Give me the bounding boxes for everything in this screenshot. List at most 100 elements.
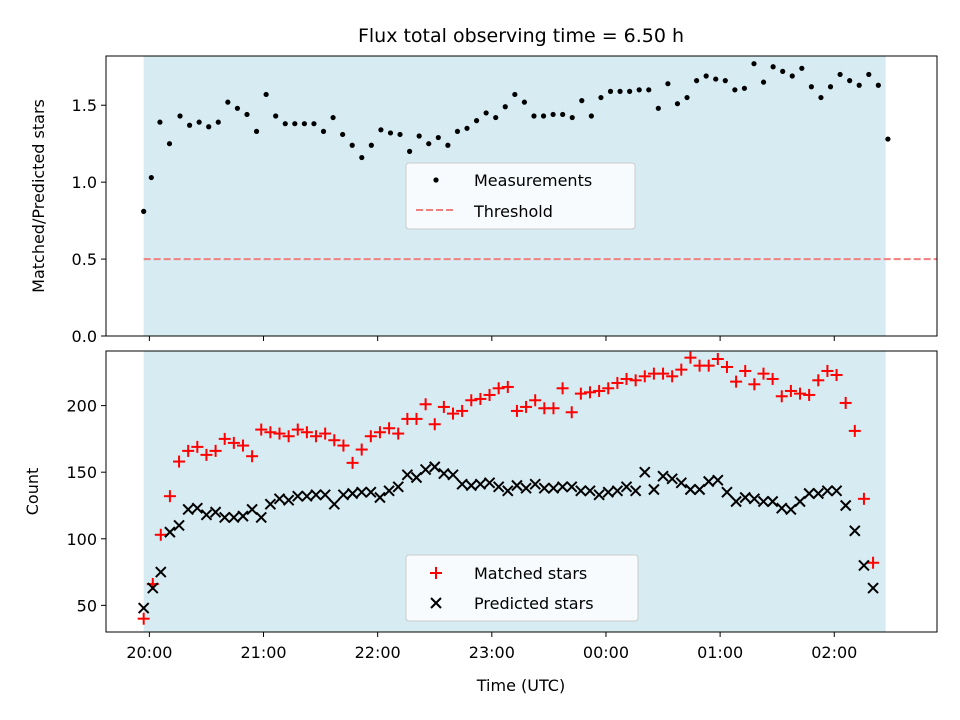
predicted-star-point: [282, 494, 295, 506]
predicted-star-point: [219, 511, 231, 524]
predicted-star-point: [200, 509, 213, 521]
predicted-star-stroke-b: [383, 485, 395, 497]
bottom-x-axis: 20:00 21:00 22:00 23:00 00:00 01:00 02:00: [126, 632, 857, 662]
top-y-axis: 0.0 0.5 1.0 1.5: [72, 96, 106, 346]
predicted-star-point: [721, 486, 733, 498]
predicted-star-stroke-b: [556, 481, 569, 493]
matched-star-point: [848, 424, 861, 437]
predicted-star-point: [520, 482, 532, 494]
predicted-star-point: [538, 482, 551, 494]
predicted-star-point: [839, 499, 852, 512]
predicted-star-point: [292, 490, 304, 502]
predicted-star-point: [346, 487, 359, 500]
measurement-point: [157, 119, 163, 125]
predicted-star-point: [629, 485, 642, 497]
measurement-point: [416, 133, 422, 139]
y-tick-label: 1.5: [72, 96, 97, 115]
measurement-point: [856, 82, 862, 88]
predicted-star-stroke-b: [209, 506, 222, 518]
predicted-star-stroke-b: [611, 485, 624, 497]
predicted-star-point: [383, 485, 395, 497]
predicted-star-stroke-b: [365, 486, 377, 498]
matched-star-point: [784, 384, 797, 397]
measurement-point: [588, 113, 594, 119]
predicted-star-stroke-b: [785, 503, 797, 516]
predicted-star-stroke-b: [246, 503, 258, 516]
predicted-star-point: [438, 467, 450, 480]
matched-star-point: [666, 370, 679, 383]
x-tick-label: 22:00: [355, 643, 401, 662]
predicted-star-stroke-b: [438, 467, 450, 480]
matched-star-point: [757, 367, 770, 380]
predicted-star-stroke-b: [547, 482, 560, 494]
predicted-star-stroke-b: [684, 483, 697, 496]
measurement-point: [713, 76, 719, 82]
predicted-star-stroke-b: [392, 481, 404, 493]
predicted-star-point: [794, 495, 806, 508]
predicted-star-point: [137, 602, 150, 614]
predicted-star-point: [529, 478, 541, 490]
matched-star-point: [830, 368, 843, 381]
matched-star-point: [611, 376, 624, 389]
measurement-point: [244, 111, 250, 118]
predicted-star-stroke-b: [620, 481, 633, 493]
measurement-point: [320, 128, 327, 134]
matched-star-point: [794, 387, 807, 400]
predicted-star-stroke-b: [575, 485, 587, 497]
measurement-point: [521, 99, 528, 105]
predicted-star-stroke-b: [191, 502, 204, 514]
matched-star-point: [730, 375, 743, 388]
predicted-star-point: [456, 478, 468, 490]
predicted-star-point: [337, 489, 350, 501]
predicted-star-point: [209, 506, 222, 518]
predicted-star-point: [675, 477, 688, 489]
predicted-star-point: [812, 487, 824, 500]
matched-star-point: [857, 492, 870, 505]
x-tick-label: 00:00: [583, 643, 629, 662]
measurement-point: [340, 131, 346, 138]
x-tick-label: 20:00: [126, 643, 172, 662]
predicted-stars-series: [137, 461, 879, 614]
matched-star-point: [209, 444, 222, 457]
predicted-star-point: [602, 486, 614, 498]
predicted-star-stroke-b: [803, 487, 815, 500]
y-tick-label: 150: [66, 463, 97, 482]
predicted-star-stroke-b: [511, 479, 523, 492]
predicted-star-point: [355, 486, 368, 498]
predicted-star-point: [858, 559, 870, 572]
measurement-point: [359, 154, 365, 161]
predicted-star-stroke-b: [693, 483, 706, 496]
predicted-star-point: [392, 481, 404, 493]
matched-star-point: [218, 432, 231, 445]
predicted-star-stroke-b: [730, 495, 742, 508]
matched-star-point: [839, 396, 852, 409]
measurement-point: [732, 87, 738, 93]
top-y-axis-label: Matched/Predicted stars: [29, 99, 48, 293]
measurement-point: [349, 142, 355, 148]
matched-stars-series: [137, 351, 880, 625]
measurement-point: [665, 81, 671, 87]
predicted-star-stroke-b: [812, 487, 824, 500]
predicted-star-stroke-b: [821, 485, 834, 497]
matched-star-point: [191, 440, 204, 453]
legend-marker-predicted-stars: [430, 597, 442, 609]
matched-star-point: [264, 426, 277, 439]
measurement-point: [445, 142, 451, 148]
top-x-axis: [148, 336, 835, 341]
measurement-point: [407, 148, 413, 154]
measurement-point: [550, 111, 556, 118]
measurement-point: [435, 134, 441, 141]
y-tick-label: 0.5: [72, 250, 97, 269]
matched-star-point: [173, 455, 186, 468]
y-tick-label: 1.0: [72, 173, 97, 192]
predicted-star-point: [757, 495, 770, 508]
predicted-star-stroke-b: [739, 491, 751, 504]
measurement-point: [808, 84, 814, 90]
matched-star-point: [583, 386, 596, 399]
predicted-star-stroke-b: [748, 493, 761, 505]
matched-star-point: [437, 400, 450, 413]
measurement-point: [473, 118, 480, 124]
predicted-star-point: [748, 493, 761, 505]
predicted-star-stroke-b: [639, 466, 651, 478]
matched-star-point: [629, 374, 642, 387]
